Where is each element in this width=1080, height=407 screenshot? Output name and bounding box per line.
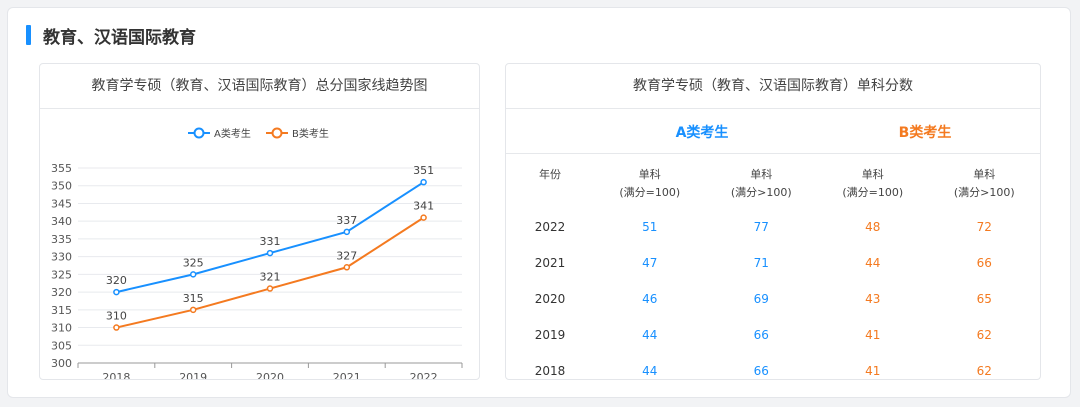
cell-b-gt100: 62: [976, 328, 992, 342]
y-tick-label: 345: [51, 197, 72, 210]
data-point: [189, 271, 197, 278]
data-point: [266, 285, 274, 292]
cell-year: 2018: [534, 364, 566, 378]
cell-b-gt100: 66: [976, 256, 992, 270]
x-tick-label: 2018: [102, 371, 130, 379]
table-row: 2019 44 66 41 62: [506, 317, 1040, 353]
table-row: 2022 51 77 48 72: [506, 209, 1040, 245]
trend-chart-card: 教育学专硕（教育、汉语国际教育）总分国家线趋势图 300 305 310 315 320…: [39, 63, 480, 380]
data-label: 331: [260, 235, 281, 248]
cell-b-eq100: 44: [865, 256, 881, 270]
data-point: [113, 324, 120, 331]
y-tick-label: 305: [51, 339, 72, 352]
cell-a-eq100: 46: [642, 292, 658, 306]
cell-year: 2021: [534, 256, 566, 270]
table-header-row: 年份 单科 (满分=100) 单科 (满分>100) 单科 (满分=100) 单科 (满…: [506, 164, 1040, 209]
data-label: 321: [260, 271, 281, 284]
cell-a-eq100: 44: [642, 328, 658, 342]
data-label: 325: [183, 256, 204, 269]
group-b-header: B类考生: [898, 125, 952, 141]
col-header-a-gt100: 单科 (满分>100): [730, 168, 792, 199]
cell-b-eq100: 43: [865, 292, 881, 306]
table-row: 2018 44 66 41 62: [506, 353, 1040, 389]
x-tick-label: 2021: [333, 371, 361, 379]
group-a-header: A类考生: [675, 125, 729, 141]
y-tick-label: 335: [51, 233, 72, 246]
x-tick-label: 2020: [256, 371, 284, 379]
single-subject-title: 教育学专硕（教育、汉语国际教育）单科分数: [506, 64, 1040, 109]
data-point: [420, 178, 427, 186]
legend-marker-icon: [271, 127, 283, 139]
cell-b-gt100: 62: [976, 364, 992, 378]
cell-a-gt100: 77: [753, 220, 769, 234]
cell-a-gt100: 71: [753, 256, 769, 270]
section-accent-bar: [26, 25, 31, 45]
data-point: [113, 288, 120, 296]
col-header-year: 年份: [539, 168, 561, 181]
single-subject-card: 教育学专硕（教育、汉语国际教育）单科分数 A类考生 B类考生 年份 单科 (满分=…: [505, 63, 1041, 380]
cell-a-eq100: 47: [642, 256, 658, 270]
cell-b-eq100: 41: [865, 364, 881, 378]
legend-marker-icon: [193, 127, 205, 139]
data-label: 351: [413, 164, 434, 177]
trend-line-chart: 300 305 310 315 320 325 330 335 340 345 350 355 2018…: [51, 127, 463, 379]
data-label: 310: [106, 310, 127, 323]
section-title: 教育、汉语国际教育: [43, 27, 196, 48]
data-point: [343, 228, 351, 236]
cell-year: 2022: [534, 220, 566, 234]
trend-chart-title: 教育学专硕（教育、汉语国际教育）总分国家线趋势图: [40, 64, 479, 109]
data-label: 320: [106, 274, 127, 287]
table-row: 2021 47 71 44 66: [506, 245, 1040, 281]
cell-b-eq100: 41: [865, 328, 881, 342]
cell-a-gt100: 66: [753, 364, 769, 378]
cell-year: 2019: [534, 328, 566, 342]
legend-label: B类考生: [292, 127, 329, 140]
cell-a-eq100: 51: [642, 220, 658, 234]
data-label: 315: [183, 292, 204, 305]
cell-a-gt100: 69: [753, 292, 769, 306]
table-row: 2020 46 69 43 65: [506, 281, 1040, 317]
cell-b-gt100: 65: [976, 292, 992, 306]
y-tick-label: 310: [51, 322, 72, 335]
data-point: [189, 306, 197, 314]
x-tick-label: 2022: [410, 371, 438, 379]
y-tick-label: 320: [51, 286, 72, 299]
col-header-b-gt100: 单科 (满分>100): [953, 168, 1015, 199]
col-header-b-eq100: 单科 (满分=100): [842, 168, 904, 199]
content-panel: 教育、汉语国际教育 教育学专硕（教育、汉语国际教育）总分国家线趋势图 300 30…: [7, 7, 1071, 398]
y-tick-label: 315: [51, 304, 72, 317]
cell-year: 2020: [534, 292, 566, 306]
cell-b-gt100: 72: [976, 220, 992, 234]
single-subject-table: 年份 单科 (满分=100) 单科 (满分>100) 单科 (满分=100) 单科 (满…: [506, 164, 1040, 389]
col-header-a-eq100: 单科 (满分=100): [619, 168, 681, 199]
y-tick-label: 300: [51, 357, 72, 370]
header-divider: [506, 153, 1040, 154]
data-label: 327: [336, 249, 357, 262]
data-point: [266, 249, 274, 257]
data-label: 341: [413, 200, 434, 213]
y-tick-label: 330: [51, 251, 72, 264]
y-tick-label: 355: [51, 162, 72, 175]
cell-b-eq100: 48: [865, 220, 881, 234]
data-point: [343, 264, 351, 271]
legend-label: A类考生: [214, 127, 251, 140]
y-tick-label: 340: [51, 215, 72, 228]
x-tick-label: 2019: [179, 371, 207, 379]
data-label: 337: [336, 214, 357, 227]
y-tick-label: 325: [51, 268, 72, 281]
cell-a-gt100: 66: [753, 328, 769, 342]
cell-a-eq100: 44: [642, 364, 658, 378]
section-header: 教育、汉语国际教育: [26, 24, 196, 48]
y-tick-label: 350: [51, 180, 72, 193]
data-point: [420, 214, 427, 221]
